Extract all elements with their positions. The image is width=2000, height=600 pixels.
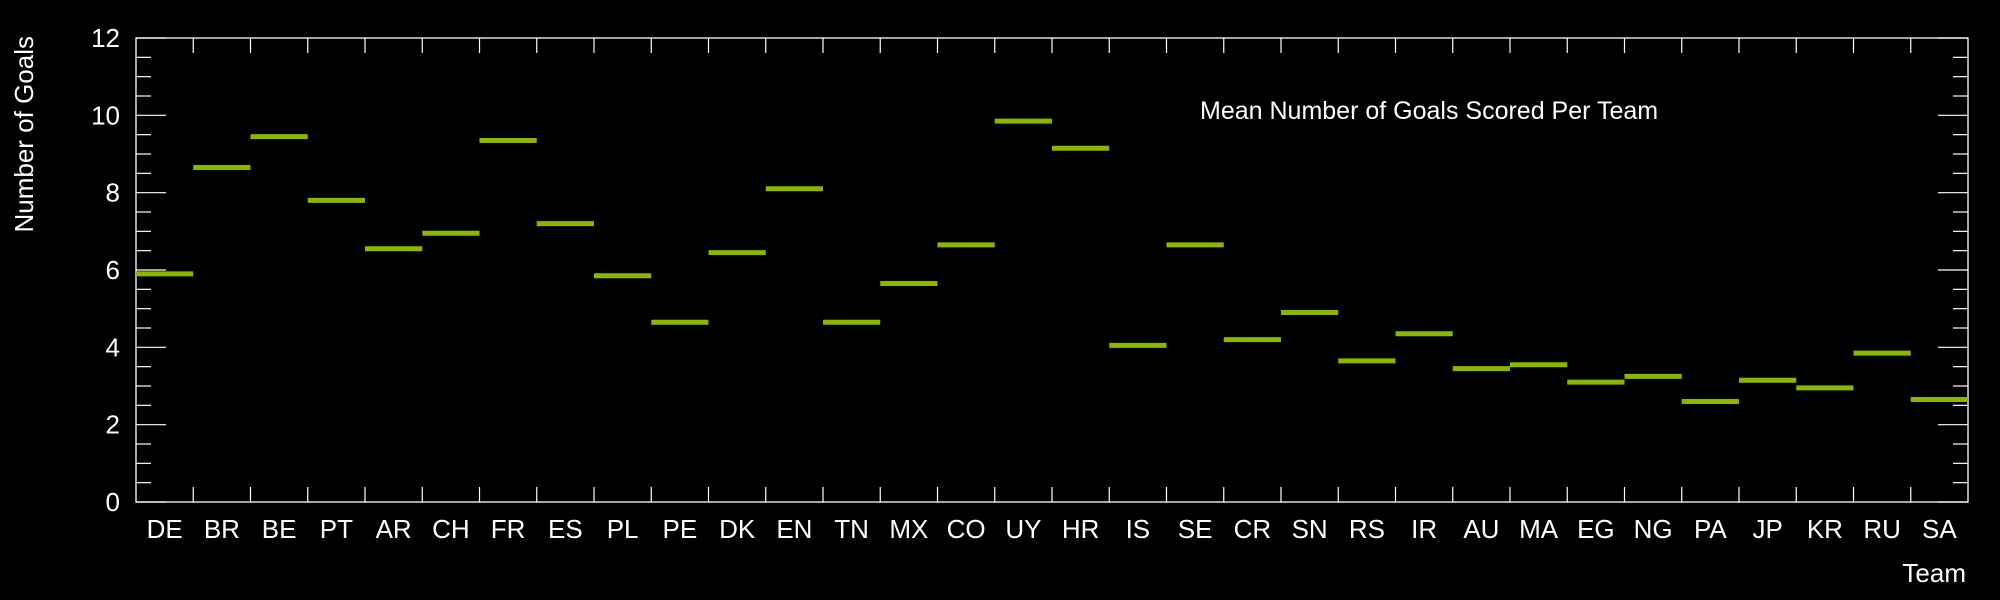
x-tick-label-hr: HR: [1062, 514, 1100, 544]
x-tick-label-fr: FR: [491, 514, 526, 544]
x-tick-label-co: CO: [947, 514, 986, 544]
x-tick-label-pa: PA: [1694, 514, 1727, 544]
chart-title: Mean Number of Goals Scored Per Team: [1200, 97, 1658, 125]
ticks-layer: [136, 37, 1968, 503]
x-tick-label-kr: KR: [1807, 514, 1843, 544]
y-tick-label: 6: [106, 255, 120, 285]
x-tick-label-ar: AR: [376, 514, 412, 544]
y-tick-label: 0: [106, 487, 120, 517]
y-tick-label: 12: [91, 23, 120, 53]
x-tick-label-en: EN: [776, 514, 812, 544]
x-tick-label-eg: EG: [1577, 514, 1615, 544]
x-tick-label-pl: PL: [607, 514, 639, 544]
x-tick-label-ru: RU: [1863, 514, 1901, 544]
y-tick-label: 2: [106, 410, 120, 440]
x-tick-label-sa: SA: [1922, 514, 1957, 544]
x-tick-label-es: ES: [548, 514, 583, 544]
x-tick-label-mx: MX: [889, 514, 928, 544]
x-tick-label-ch: CH: [432, 514, 470, 544]
x-tick-label-de: DE: [147, 514, 183, 544]
x-tick-label-au: AU: [1463, 514, 1499, 544]
x-tick-label-jp: JP: [1752, 514, 1782, 544]
x-tick-label-tn: TN: [834, 514, 869, 544]
x-tick-label-is: IS: [1126, 514, 1151, 544]
y-tick-label: 4: [106, 332, 120, 362]
x-tick-label-be: BE: [262, 514, 297, 544]
y-tick-label: 10: [91, 100, 120, 130]
x-axis-label: Team: [1902, 558, 1966, 588]
y-axis-label: Number of Goals: [9, 36, 39, 233]
labels-layer: 0 2 4 6 8 10 12 DE BR BE PT AR CH FR ES PL PE DK EN TN MX CO U…: [91, 23, 1957, 544]
x-tick-label-ma: MA: [1519, 514, 1559, 544]
x-tick-label-pe: PE: [663, 514, 698, 544]
x-tick-label-rs: RS: [1349, 514, 1385, 544]
marks-layer: [136, 118, 1968, 404]
x-tick-label-se: SE: [1178, 514, 1213, 544]
x-tick-label-dk: DK: [719, 514, 756, 544]
x-tick-label-sn: SN: [1292, 514, 1328, 544]
x-tick-label-br: BR: [204, 514, 240, 544]
plot-frame: [135, 37, 1969, 503]
x-tick-label-pt: PT: [320, 514, 353, 544]
x-tick-label-ir: IR: [1411, 514, 1437, 544]
y-tick-label: 8: [106, 178, 120, 208]
x-tick-label-cr: CR: [1234, 514, 1272, 544]
x-tick-label-uy: UY: [1005, 514, 1041, 544]
x-tick-label-ng: NG: [1634, 514, 1673, 544]
